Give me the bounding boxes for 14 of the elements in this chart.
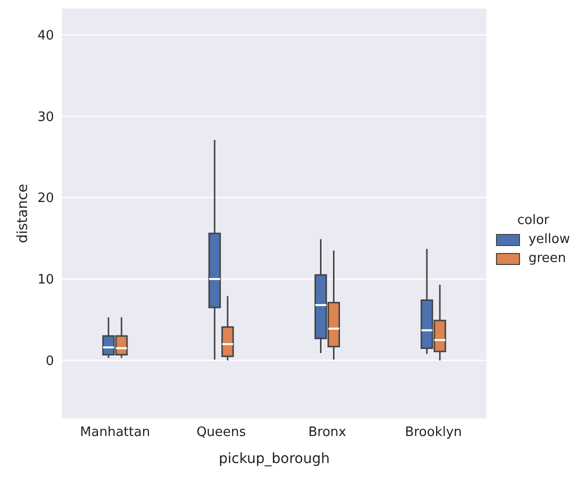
x-tick-label: Brooklyn — [404, 425, 462, 440]
x-tick-label: Queens — [196, 425, 246, 440]
x-tick-label: Manhattan — [80, 425, 150, 440]
y-tick-label: 0 — [46, 354, 54, 370]
y-tick-label: 10 — [37, 272, 54, 288]
y-axis-title: distance — [14, 184, 31, 244]
x-axis-title: pickup_borough — [218, 451, 330, 467]
legend-title: color — [516, 213, 550, 228]
x-tick-label: Bronx — [308, 425, 347, 440]
y-tick-label: 20 — [37, 191, 54, 206]
y-tick-label: 30 — [37, 110, 54, 125]
legend-label: yellow — [528, 232, 570, 247]
legend-label: green — [528, 251, 566, 266]
y-tick-label: 40 — [37, 28, 54, 44]
